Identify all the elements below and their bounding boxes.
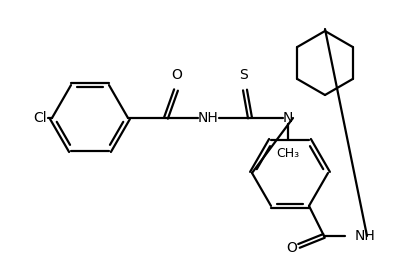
Text: NH: NH xyxy=(355,229,376,243)
Text: NH: NH xyxy=(198,111,218,125)
Text: CH₃: CH₃ xyxy=(276,147,300,160)
Text: S: S xyxy=(240,68,248,82)
Text: Cl: Cl xyxy=(33,111,47,125)
Text: N: N xyxy=(283,111,293,125)
Text: O: O xyxy=(172,68,182,82)
Text: O: O xyxy=(286,241,298,255)
